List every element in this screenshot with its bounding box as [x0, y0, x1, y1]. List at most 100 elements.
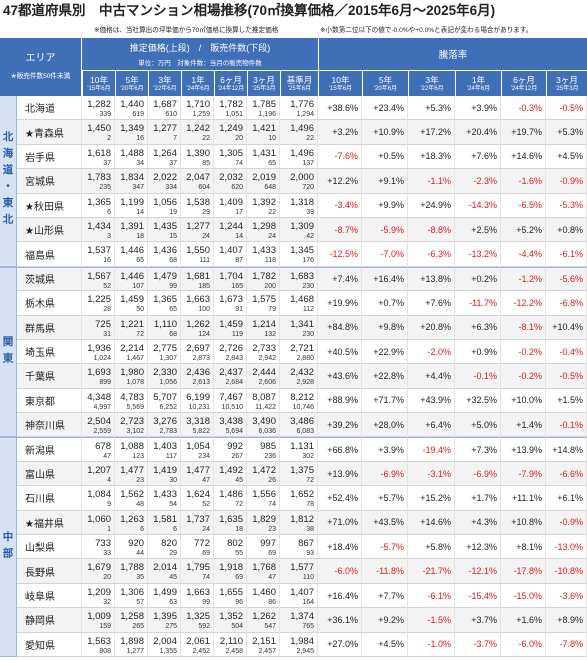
price-cell: 2,032 620 — [214, 169, 247, 194]
region-band: 中部 — [0, 437, 17, 657]
estimated-price: 2,726 — [219, 342, 243, 354]
listing-count: 14 — [235, 232, 243, 240]
column-month-label: '25年6月 — [287, 85, 312, 92]
prefecture-name: 群馬県 — [17, 315, 82, 340]
estimated-price: 1,459 — [120, 294, 144, 306]
price-cell: 6,199 10,231 — [181, 388, 214, 414]
estimated-price: 8,212 — [290, 391, 314, 403]
estimated-price: 1,782 — [252, 270, 276, 282]
price-cell: 1,446 107 — [115, 266, 148, 292]
price-cell: 1,374 765 — [280, 608, 318, 633]
column-period-label: 1年 — [471, 74, 486, 85]
price-cell: 1,282 339 — [82, 96, 115, 121]
change-rate: +0.7% — [362, 291, 408, 316]
change-rate: -6.1% — [546, 242, 587, 267]
change-rate: -0.3% — [501, 96, 546, 121]
listing-count: 29 — [169, 550, 177, 558]
estimated-price: 1,221 — [120, 318, 144, 330]
listing-count: 87 — [235, 257, 243, 265]
price-cell: 1,562 48 — [115, 486, 148, 511]
change-rate: +3.2% — [318, 120, 362, 145]
listing-count: 2,559 — [93, 428, 111, 436]
estimated-price: 1,980 — [120, 367, 144, 379]
change-rate: -6.5% — [501, 193, 546, 218]
change-rate: -0.2% — [501, 339, 546, 365]
price-cell: 1,318 39 — [280, 193, 318, 218]
change-rate: +16.4% — [362, 266, 408, 292]
price-cell: 1,325 592 — [181, 608, 214, 633]
price-cell: 1,088 123 — [115, 437, 148, 462]
estimated-price: 1,567 — [87, 270, 111, 282]
estimated-price: 1,488 — [120, 147, 144, 159]
listing-count: 37 — [103, 159, 111, 167]
listing-count: 44 — [136, 550, 144, 558]
listing-count: 110 — [302, 574, 314, 582]
listing-count: 765 — [302, 623, 314, 631]
change-rate: +6.3% — [455, 315, 501, 340]
listing-count: 99 — [202, 598, 210, 606]
listing-count: 11,422 — [255, 403, 276, 411]
price-cell: 3,318 5,822 — [181, 413, 214, 438]
estimated-price: 1,365 — [87, 196, 111, 208]
listing-count: 6 — [140, 525, 144, 533]
change-rate: +43.5% — [362, 510, 408, 536]
listing-count: 45 — [235, 476, 243, 484]
estimated-price: 8,087 — [252, 391, 276, 403]
change-rate: +16.4% — [318, 583, 362, 609]
price-cell: 1,421 10 — [247, 120, 280, 145]
listing-count: 5,822 — [192, 428, 210, 436]
rate-column-header: 1年 '24年6月 — [455, 70, 501, 96]
change-rate: -6.6% — [546, 461, 587, 487]
change-rate: -0.1% — [455, 364, 501, 389]
price-cell: 1,496 137 — [280, 144, 318, 170]
prefecture-name: 千葉県 — [17, 364, 82, 389]
estimated-price: 2,061 — [186, 635, 210, 647]
listing-count: 267 — [231, 453, 243, 461]
price-cell: 1,782 1,051 — [214, 96, 247, 121]
column-period-label: 3年 — [425, 74, 439, 85]
listing-count: 6 — [173, 525, 177, 533]
listing-count: 65 — [136, 257, 144, 265]
listing-count: 592 — [198, 623, 210, 631]
price-cell: 1,009 159 — [82, 608, 115, 633]
change-rate: -0.5% — [546, 364, 587, 389]
listing-count: 235 — [99, 184, 111, 192]
listing-count: 42 — [306, 232, 314, 240]
price-cell: 1,365 6 — [82, 193, 115, 218]
area-note: ★販売件数50件未満 — [10, 73, 71, 80]
price-cell: 820 29 — [148, 535, 181, 560]
price-cell: 2,019 648 — [247, 169, 280, 194]
change-rate: +88.9% — [318, 388, 362, 414]
listing-count: 6,036 — [258, 428, 276, 436]
prefecture-name: 神奈川県 — [17, 413, 82, 438]
price-cell: 1,768 47 — [247, 559, 280, 584]
estimated-price: 1,788 — [120, 562, 144, 574]
estimated-price: 1,249 — [219, 123, 243, 135]
estimated-price: 1,918 — [219, 562, 243, 574]
estimated-price: 1,785 — [252, 99, 276, 110]
price-cell: 1,581 6 — [148, 510, 181, 536]
listing-count: 30 — [169, 476, 177, 484]
price-cell: 1,375 72 — [280, 461, 318, 487]
change-rate: +12.2% — [318, 169, 362, 194]
change-rate: +5.2% — [501, 217, 546, 243]
listing-count: 3 — [107, 232, 111, 240]
change-rate: +4.5% — [546, 144, 587, 170]
listing-count: 347 — [132, 184, 144, 192]
column-period-label: 5年 — [125, 74, 139, 85]
column-period-label: 10年 — [90, 74, 108, 85]
change-rate: +18.4% — [318, 535, 362, 560]
rounding-note: ※小数第二位以下の値で-0.0%や+0.0%と表記が変わる場合があります。 — [320, 27, 533, 34]
listing-count: 47 — [103, 453, 111, 461]
change-rate: -12.5% — [318, 242, 362, 267]
column-period-label: 10年 — [331, 74, 350, 85]
column-month-label: '25年3月 — [555, 85, 579, 92]
listing-count: 265 — [132, 623, 144, 631]
price-cell: 1,683 230 — [280, 266, 318, 292]
estimated-price: 2,032 — [219, 172, 243, 184]
price-cell: 1,390 85 — [181, 144, 214, 170]
column-period-label: 1年 — [191, 74, 205, 85]
listing-count: 86 — [268, 598, 276, 606]
listing-count: 99 — [169, 282, 177, 290]
estimated-price: 1,431 — [252, 147, 276, 159]
